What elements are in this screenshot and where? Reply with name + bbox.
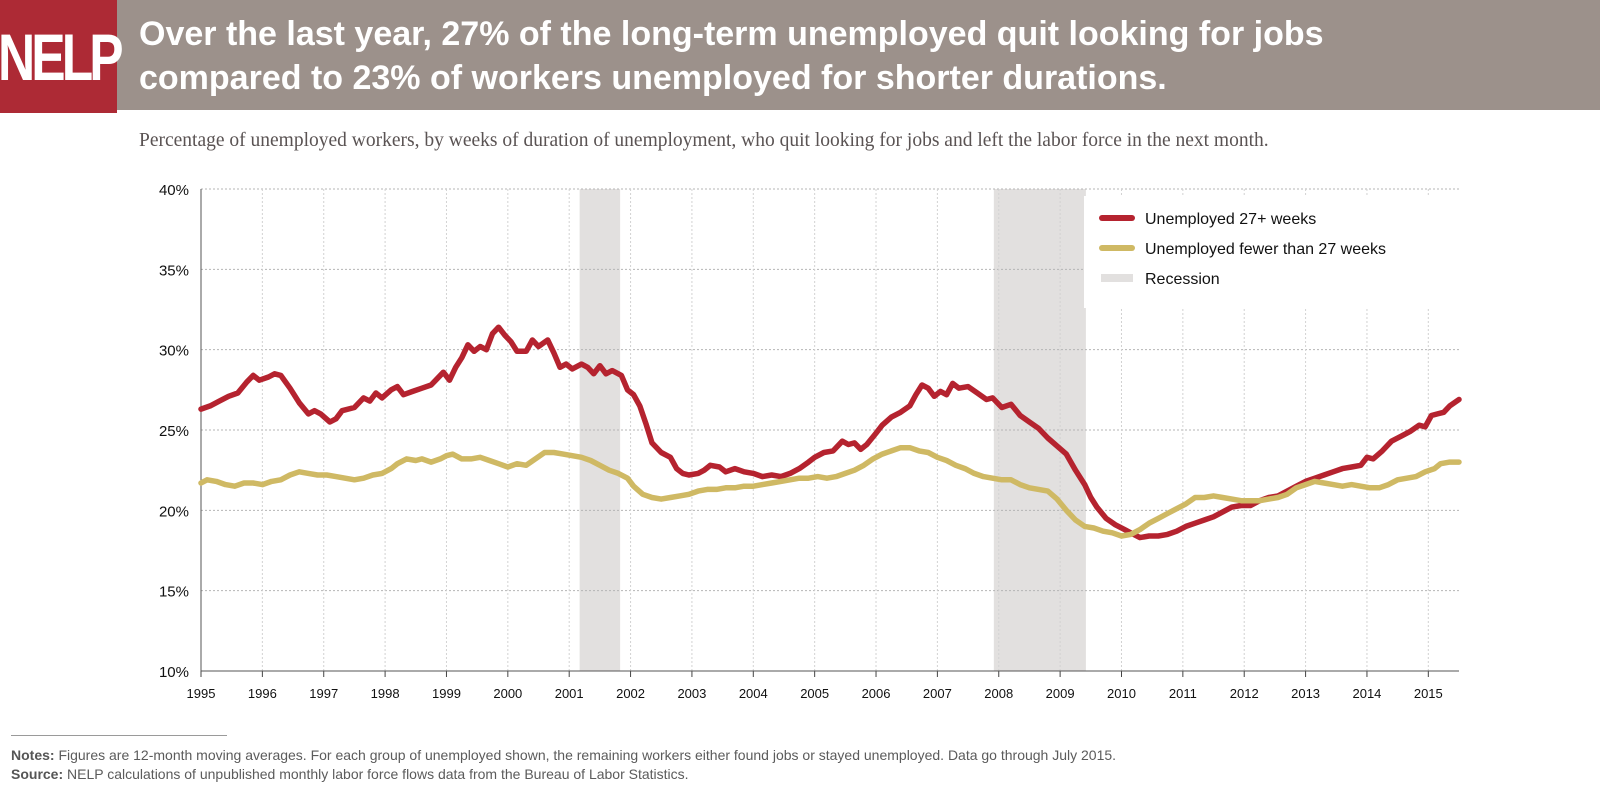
x-tick-label: 2004: [739, 686, 768, 701]
notes-block: Notes: Figures are 12-month moving avera…: [11, 746, 1116, 784]
x-tick-label: 2011: [1169, 686, 1197, 701]
legend-background: [1084, 196, 1460, 308]
x-tick-label: 2010: [1107, 686, 1136, 701]
x-tick-label: 2003: [677, 686, 706, 701]
x-tick-label: 1998: [371, 686, 400, 701]
x-tick-label: 2009: [1046, 686, 1075, 701]
x-tick-label: 2015: [1414, 686, 1443, 701]
source-text: NELP calculations of unpublished monthly…: [63, 766, 689, 782]
legend-label: Unemployed fewer than 27 weeks: [1145, 241, 1386, 258]
y-tick-label: 10%: [159, 664, 189, 681]
x-tick-label: 1997: [309, 686, 338, 701]
y-tick-label: 40%: [159, 182, 189, 199]
x-tick-label: 2002: [616, 686, 645, 701]
legend-label: Recession: [1145, 271, 1220, 288]
y-tick-label: 30%: [159, 343, 189, 360]
source-line: Source: NELP calculations of unpublished…: [11, 765, 1116, 784]
x-tick-label: 2014: [1352, 686, 1381, 701]
headline-line-2: compared to 23% of workers unemployed fo…: [139, 59, 1167, 97]
x-tick-label: 2006: [862, 686, 891, 701]
series-line-long-term: [198, 324, 1462, 541]
series-line-short-term: [198, 444, 1462, 539]
x-tick-label: 2007: [923, 686, 952, 701]
x-tick-label: 2005: [800, 686, 829, 701]
notes-line: Notes: Figures are 12-month moving avera…: [11, 746, 1116, 765]
notes-label: Notes:: [11, 747, 55, 763]
legend-swatch-recession: [1101, 274, 1133, 282]
x-tick-label: 2008: [984, 686, 1013, 701]
x-tick-label: 1999: [432, 686, 461, 701]
x-tick-label: 1996: [248, 686, 277, 701]
x-tick-label: 2000: [493, 686, 522, 701]
y-tick-label: 20%: [159, 503, 189, 520]
x-tick-label: 2012: [1230, 686, 1259, 701]
legend-label: Unemployed 27+ weeks: [1145, 211, 1316, 228]
source-label: Source:: [11, 766, 64, 782]
line-chart: 10% 15% 20% 25% 30% 35% 40% 1995 1996 1997 1998 199…: [159, 182, 1462, 701]
headline: Over the last year, 27% of the long-term…: [139, 12, 1579, 100]
header-banner: [0, 0, 1600, 110]
y-tick-label: 35%: [159, 262, 189, 279]
x-tick-label: 2013: [1291, 686, 1320, 701]
x-tick-label: 1995: [187, 686, 216, 701]
x-tick-label: 2001: [555, 686, 584, 701]
y-tick-label: 15%: [159, 584, 189, 601]
chart-subtitle: Percentage of unemployed workers, by wee…: [139, 130, 1269, 151]
nelp-logo: NELP: [0, 0, 124, 113]
notes-divider: [11, 735, 227, 736]
notes-text: Figures are 12-month moving averages. Fo…: [54, 747, 1117, 763]
legend: Unemployed 27+ weeks Unemployed fewer tha…: [1084, 196, 1460, 308]
y-tick-label: 25%: [159, 423, 189, 440]
headline-line-1: Over the last year, 27% of the long-term…: [139, 15, 1324, 53]
